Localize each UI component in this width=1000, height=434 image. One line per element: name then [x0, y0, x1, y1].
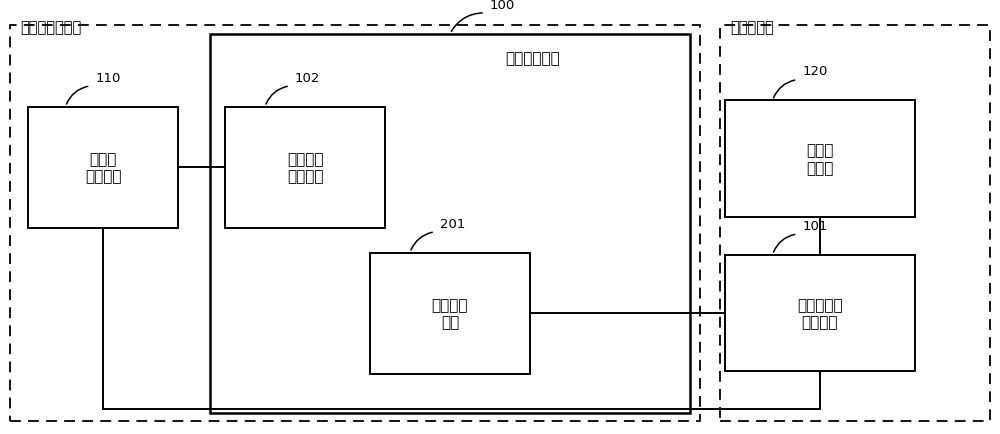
Text: 编码器电源
转换模块: 编码器电源 转换模块	[797, 297, 843, 329]
Text: 机器人
编码器: 机器人 编码器	[806, 143, 834, 176]
Text: 电源转换
模块: 电源转换 模块	[432, 297, 468, 329]
Bar	[720, 26, 990, 421]
Text: 101: 101	[802, 219, 828, 232]
Text: 102: 102	[295, 72, 320, 85]
Text: 其他电源
转换模块: 其他电源 转换模块	[287, 151, 323, 184]
Bar	[210, 35, 690, 413]
Bar	[725, 255, 915, 372]
Text: 电源管理模块: 电源管理模块	[505, 51, 560, 66]
Text: 120: 120	[802, 66, 828, 78]
Text: 机器人本体: 机器人本体	[730, 20, 774, 35]
Bar	[10, 26, 700, 421]
Text: 100: 100	[490, 0, 515, 12]
Bar	[28, 108, 178, 228]
Text: 机器人控制系统: 机器人控制系统	[20, 20, 81, 35]
Bar	[225, 108, 385, 228]
Bar	[725, 101, 915, 218]
Text: 201: 201	[440, 217, 465, 230]
Text: 机器人
控制芯片: 机器人 控制芯片	[85, 151, 121, 184]
Bar	[370, 253, 530, 374]
Text: 110: 110	[96, 72, 121, 85]
